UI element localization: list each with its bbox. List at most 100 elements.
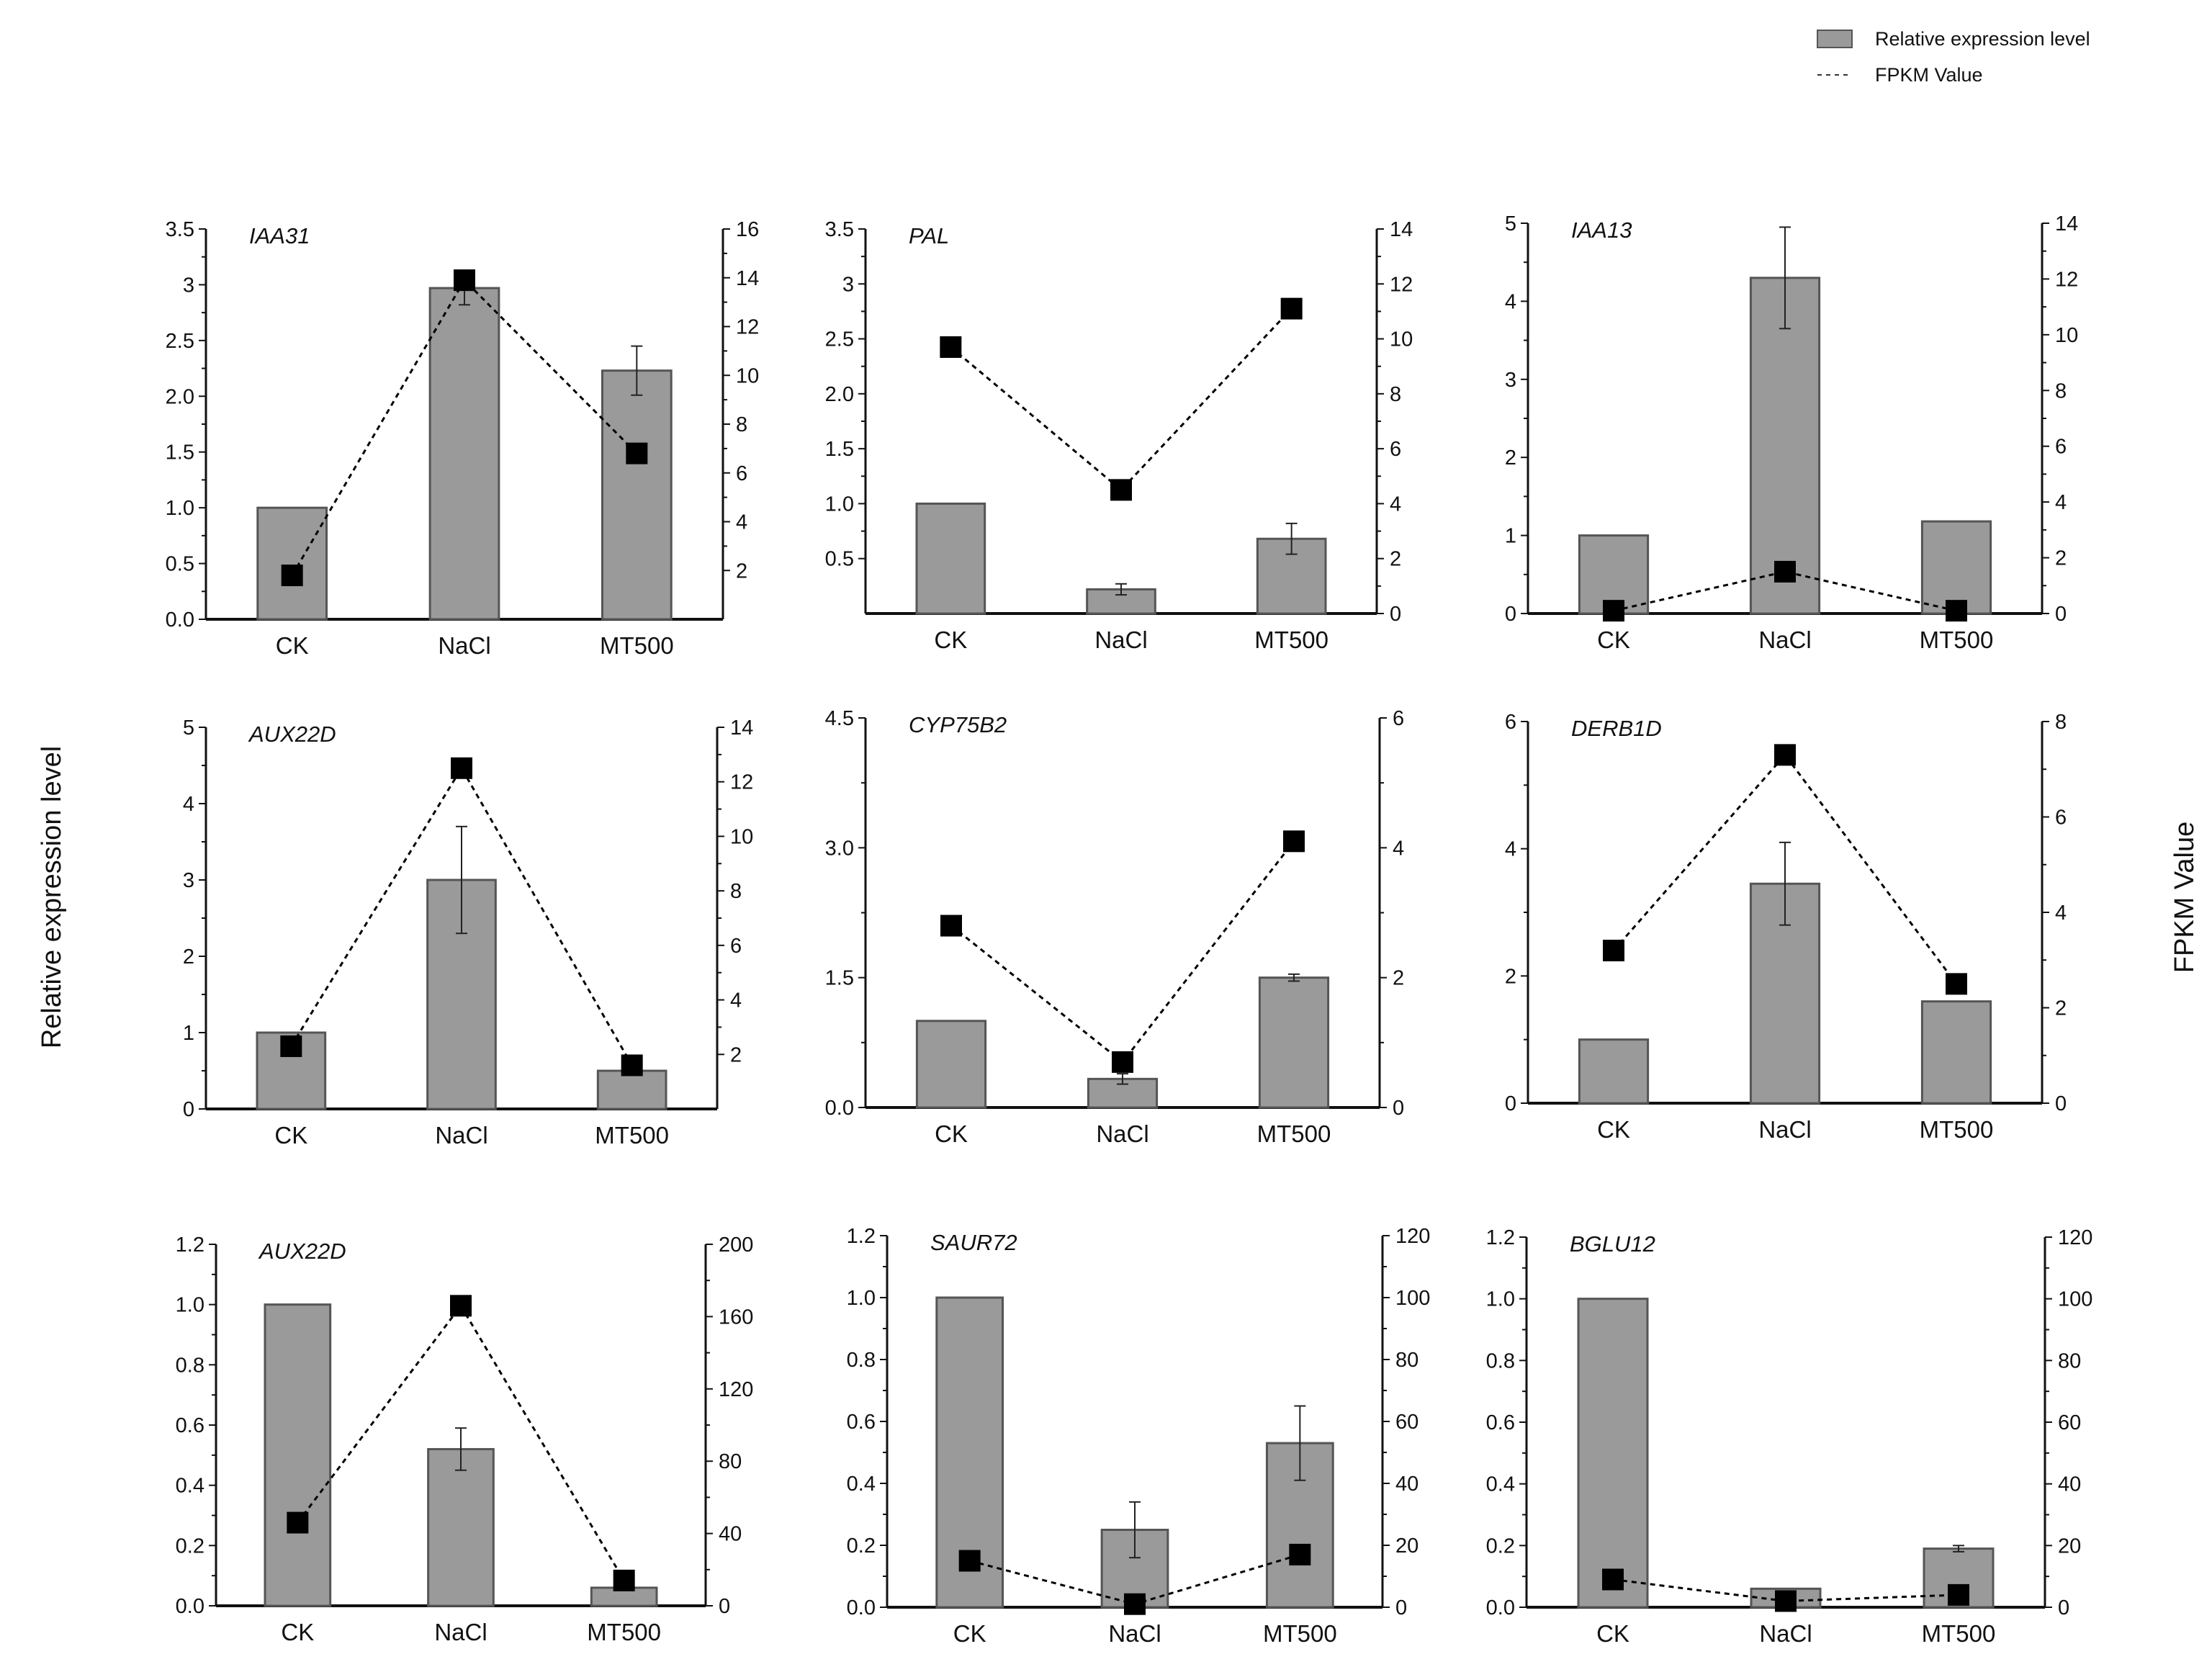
category-label: NaCl [435,1122,487,1149]
panel-saur72: 0.0 0.2 0.4 0.6 0.8 1.0 1.2 0 20 40 60 80 100 120 SAUR… [847,1225,1431,1647]
fpkm-marker [1124,1593,1146,1615]
panel-pal: 0.5 1.0 1.5 2.0 2.5 3 3.5 0 2 4 6 8 10 12 14 PAL CK NaCl M… [825,218,1413,653]
expression-bar [1258,976,1330,1109]
y-right-tick-label: 60 [1395,1411,1419,1434]
y-right-tick-label: 12 [730,771,753,794]
y-left-tick-label: 3 [183,274,194,297]
y-left-tick-label: 3 [842,273,854,296]
y-left-tick-label: 3 [1505,369,1516,392]
y-right-tick-label: 100 [1395,1287,1430,1310]
expression-bar [915,1020,987,1109]
y-right-tick-label: 6 [2055,806,2067,830]
y-left-tick-label: 1.0 [1486,1288,1515,1311]
y-right-tick-label: 80 [1395,1349,1419,1372]
y-left-tick-label: 5 [1505,212,1516,235]
y-left-tick-label: 1 [1505,525,1516,548]
fpkm-marker [1775,1590,1797,1612]
expression-bar [1920,520,1992,615]
category-label: CK [281,1619,314,1645]
y-right-tick-label: 40 [1395,1473,1419,1496]
fpkm-marker [1603,940,1624,961]
category-label: CK [953,1620,986,1647]
y-left-tick-label: 1.2 [176,1234,204,1257]
y-left-tick-label: 1.0 [166,497,194,520]
y-right-tick-label: 4 [2055,491,2067,514]
category-label: MT500 [587,1619,661,1645]
y-right-tick-label: 8 [736,413,747,436]
gene-title: BGLU12 [1570,1231,1655,1257]
y-left-tick-label: 0.6 [176,1414,204,1437]
category-label: MT500 [1920,1116,1994,1143]
fpkm-marker [280,1035,302,1057]
y-right-tick-label: 10 [1390,328,1413,351]
expression-bar [1577,1298,1649,1609]
gene-title: AUX22D [258,1239,346,1264]
y-right-tick-label: 14 [2055,212,2078,235]
y-right-tick-label: 2 [736,560,747,583]
gene-title: DERB1D [1571,716,1662,741]
y-right-tick-label: 100 [2058,1288,2092,1311]
expression-bar [601,369,673,621]
category-label: CK [274,1122,307,1149]
y-right-tick-label: 4 [736,511,747,534]
y-left-tick-label: 0.0 [847,1596,876,1619]
y-left-tick-label: 0 [183,1098,194,1121]
y-right-tick-label: 8 [1390,383,1401,406]
y-left-tick-label: 1.5 [825,967,854,990]
y-left-tick-label: 1.0 [847,1287,876,1310]
y-right-tick-label: 0 [2055,603,2067,626]
fpkm-marker [1946,973,1967,995]
y-right-tick-label: 4 [730,989,742,1012]
category-label: NaCl [434,1619,487,1645]
y-right-tick-label: 2 [2055,997,2067,1020]
fpkm-marker [1603,600,1624,622]
fpkm-marker [1774,560,1796,583]
y-right-tick-label: 2 [1390,548,1401,571]
y-left-tick-label: 0.6 [1486,1411,1515,1434]
y-right-tick-label: 14 [1390,218,1413,241]
fpkm-marker [626,442,648,464]
y-left-tick-label: 2.0 [825,383,854,406]
y-right-tick-label: 4 [1390,493,1401,516]
y-left-tick-label: 4.5 [825,707,854,730]
category-label: MT500 [1922,1620,1996,1647]
y-left-tick-label: 4 [183,793,194,816]
expression-bar [264,1303,332,1607]
gene-title: AUX22D [248,722,336,747]
y-left-tick-label: 0 [1505,1092,1516,1115]
y-left-tick-label: 0.0 [1486,1596,1515,1619]
fpkm-marker [281,565,303,587]
y-left-tick-label: 1.0 [176,1294,204,1317]
category-label: MT500 [1254,626,1328,653]
fpkm-marker [940,915,962,937]
y-right-tick-label: 16 [736,218,759,241]
y-left-tick-label: 1.0 [825,493,854,516]
y-left-axis-title: Relative expression level [37,746,67,1048]
fpkm-marker [1946,600,1967,622]
y-left-tick-label: 0.4 [176,1475,204,1498]
category-label: CK [1596,1620,1629,1647]
y-left-tick-label: 0.5 [166,553,194,576]
y-right-tick-label: 0 [1393,1097,1404,1120]
expression-bar [256,1031,327,1110]
panel-cyp75b2: 0.0 1.5 3.0 4.5 0 2 4 6 CYP75B2 CK NaCl MT500 [825,707,1404,1147]
expression-bar [596,1069,667,1110]
legend-line-label: FPKM Value [1875,64,1983,86]
fpkm-line [1612,1578,1959,1602]
y-right-tick-label: 2 [2055,547,2067,570]
fpkm-marker [940,336,962,359]
y-right-tick-label: 200 [719,1234,753,1257]
y-right-tick-label: 20 [2058,1535,2081,1558]
panel-bglu12: 0.0 0.2 0.4 0.6 0.8 1.0 1.2 0 20 40 60 80 100 120 BGLU… [1486,1226,2093,1647]
y-right-tick-label: 120 [2058,1226,2092,1249]
category-label: MT500 [1920,626,1994,653]
y-right-tick-label: 0 [719,1595,730,1618]
y-right-tick-label: 0 [1395,1596,1407,1619]
y-left-tick-label: 1.2 [847,1225,876,1248]
y-right-tick-label: 6 [736,462,747,485]
y-right-tick-label: 8 [2055,711,2067,734]
y-left-tick-label: 0.0 [166,608,194,632]
y-right-axis-title: FPKM Value [2170,822,2200,973]
